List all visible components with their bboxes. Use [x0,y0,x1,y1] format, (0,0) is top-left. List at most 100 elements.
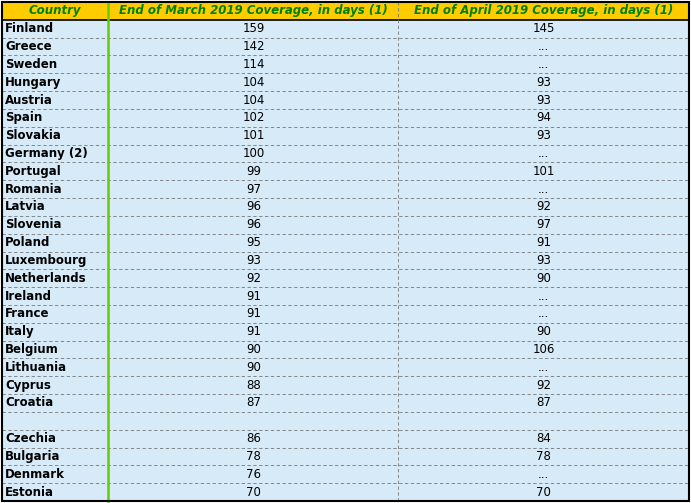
Bar [108,216,399,234]
Bar [108,359,399,376]
Bar [399,287,689,305]
Text: 87: 87 [246,396,261,409]
Bar [2,376,108,394]
Bar [108,305,399,323]
Text: 70: 70 [246,485,261,498]
Bar [2,287,108,305]
Bar [2,127,108,144]
Text: 106: 106 [533,343,555,356]
Bar [2,144,108,162]
Text: 90: 90 [246,361,261,374]
Bar [399,162,689,180]
Bar [399,323,689,341]
Bar [399,483,689,501]
Text: 97: 97 [536,218,551,231]
Text: 91: 91 [246,325,261,338]
Bar [399,38,689,55]
Text: 93: 93 [536,75,551,89]
Text: 96: 96 [246,201,261,213]
Text: 70: 70 [536,485,551,498]
Bar [108,55,399,73]
Bar [108,483,399,501]
Bar [399,376,689,394]
Bar [108,412,399,430]
Bar [108,448,399,465]
Bar [2,430,108,448]
Bar [108,287,399,305]
Text: 114: 114 [242,58,265,71]
Bar [108,20,399,38]
Bar [108,91,399,109]
Bar [108,234,399,252]
Bar [2,20,108,38]
Text: Poland: Poland [5,236,50,249]
Bar [108,2,399,20]
Bar [108,269,399,287]
Text: Country: Country [29,5,82,18]
Bar [108,341,399,359]
Bar [2,252,108,269]
Text: 78: 78 [536,450,551,463]
Text: 88: 88 [246,379,261,392]
Text: ...: ... [538,147,549,160]
Text: Greece: Greece [5,40,52,53]
Bar [2,162,108,180]
Bar [2,198,108,216]
Text: France: France [5,307,50,320]
Bar [108,109,399,127]
Bar [108,394,399,412]
Text: Spain: Spain [5,111,42,124]
Bar [399,252,689,269]
Text: ...: ... [538,183,549,196]
Bar [108,198,399,216]
Bar [108,252,399,269]
Text: 90: 90 [536,272,551,285]
Text: Romania: Romania [5,183,63,196]
Bar [2,269,108,287]
Bar [108,430,399,448]
Text: Netherlands: Netherlands [5,272,86,285]
Text: 99: 99 [246,165,261,178]
Text: 102: 102 [243,111,265,124]
Text: 101: 101 [243,129,265,142]
Text: 92: 92 [536,379,551,392]
Bar [399,448,689,465]
Bar [399,144,689,162]
Bar [399,73,689,91]
Text: Luxembourg: Luxembourg [5,254,87,267]
Text: 104: 104 [243,75,265,89]
Text: 91: 91 [246,307,261,320]
Bar [108,465,399,483]
Bar [2,234,108,252]
Bar [108,38,399,55]
Text: 96: 96 [246,218,261,231]
Bar [399,180,689,198]
Bar [399,2,689,20]
Bar [399,305,689,323]
Bar [108,376,399,394]
Bar [399,198,689,216]
Text: 93: 93 [536,129,551,142]
Text: Lithuania: Lithuania [5,361,67,374]
Text: 91: 91 [246,290,261,302]
Text: 76: 76 [246,468,261,481]
Text: 95: 95 [246,236,261,249]
Text: Austria: Austria [5,94,53,107]
Text: ...: ... [538,468,549,481]
Text: Croatia: Croatia [5,396,53,409]
Text: 92: 92 [536,201,551,213]
Bar [399,341,689,359]
Text: Denmark: Denmark [5,468,65,481]
Bar [399,55,689,73]
Text: Ireland: Ireland [5,290,52,302]
Text: Slovakia: Slovakia [5,129,61,142]
Bar [2,305,108,323]
Text: 90: 90 [536,325,551,338]
Text: 104: 104 [243,94,265,107]
Bar [2,448,108,465]
Text: Estonia: Estonia [5,485,54,498]
Text: 78: 78 [246,450,261,463]
Text: 97: 97 [246,183,261,196]
Bar [108,180,399,198]
Text: ...: ... [538,307,549,320]
